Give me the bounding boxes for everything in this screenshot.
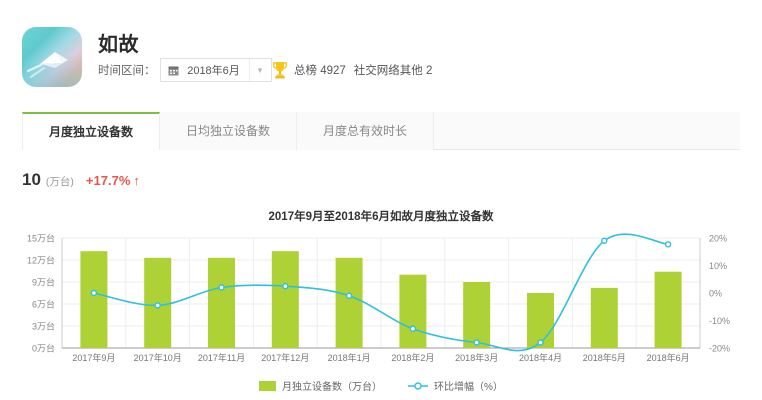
legend-line-swatch [408,381,429,391]
rank-category: 社交网络其他 2 [353,65,433,77]
line-point-6 [473,339,480,346]
line-point-8 [601,237,608,244]
trend-up-arrow-icon: ↑ [133,173,140,188]
svg-text:2018年1月: 2018年1月 [328,352,371,363]
tab-daily-avg-unique-devices[interactable]: 日均独立设备数 [160,112,298,150]
svg-text:2017年10月: 2017年10月 [134,352,182,363]
metric-unit: (万台) [45,176,74,188]
tab-monthly-total-duration[interactable]: 月度总有效时长 [297,112,435,150]
growth-rate-line [93,233,669,352]
svg-text:2018年5月: 2018年5月 [583,352,626,363]
line-point-0 [90,289,98,297]
tabbar-filler [434,112,740,149]
line-point-5 [409,325,417,332]
rank-row: 总榜 4927 社交网络其他 2 [272,58,432,82]
bar-4 [335,257,363,348]
metric-delta: +17.7% [85,173,131,188]
bar-2 [208,257,235,348]
chart-title: 2017年9月至2018年6月如故月度独立设备数 [268,211,494,223]
bar-0 [80,251,108,348]
page-header: 如故 时间区间： 2018年6月 ▼ [0,0,762,110]
rank-text: 总榜 4927 社交网络其他 2 [294,62,432,78]
bar-8 [590,287,618,348]
legend-bar-label: 月独立设备数（万台） [282,382,383,393]
chevron-down-icon[interactable]: ▼ [248,59,271,81]
svg-text:2018年4月: 2018年4月 [519,352,562,363]
bar-9 [654,271,682,348]
svg-text:2018年2月: 2018年2月 [391,352,434,363]
paper-boat-glyph [26,52,68,78]
metric-summary: 10 (万台) +17.7% ↑ [22,170,140,190]
combo-chart[interactable]: 0万台 3万台 6万台 9万台 12万台 15万台 -20% -10% 0% 10% 20% 2017… [0,200,762,375]
page-title: 如故 [98,34,139,56]
svg-text:9万台: 9万台 [32,277,55,288]
legend-line-label: 环比增幅（%） [434,382,503,393]
svg-text:20%: 20% [709,234,727,244]
svg-text:3万台: 3万台 [32,321,55,332]
svg-text:0万台: 0万台 [32,343,55,354]
legend-item-bar[interactable]: 月独立设备数（万台） [259,378,382,393]
svg-text:-10%: -10% [709,316,730,326]
svg-text:15万台: 15万台 [27,233,55,244]
svg-text:-20%: -20% [709,344,730,354]
line-point-7 [537,339,544,346]
trophy-icon [272,61,288,79]
svg-text:2017年9月: 2017年9月 [72,352,115,363]
svg-text:10%: 10% [709,261,727,271]
svg-text:2018年3月: 2018年3月 [455,352,498,363]
bar-7 [527,293,554,348]
bar-5 [399,274,427,348]
line-point-1 [154,302,161,309]
bar-6 [463,282,491,348]
svg-text:2018年6月: 2018年6月 [647,352,690,363]
chart-legend: 月独立设备数（万台） 环比增幅（%） [0,378,762,393]
time-range-value: 2018年6月 [187,65,240,77]
paper-boat-app-icon [22,27,82,87]
line-point-2 [218,284,225,291]
svg-text:12万台: 12万台 [27,255,55,266]
calendar-icon [168,65,179,76]
time-range-label: 时间区间： [98,65,156,77]
rank-overall: 总榜 4927 [294,65,346,77]
bar-3 [271,251,299,348]
svg-text:6万台: 6万台 [32,299,55,310]
metric-value: 10 [22,170,41,189]
legend-item-line[interactable]: 环比增幅（%） [408,378,503,393]
time-range-row: 时间区间： 2018年6月 ▼ [98,58,272,82]
line-point-9 [664,241,672,248]
svg-text:0%: 0% [709,289,722,299]
line-point-4 [345,292,353,299]
svg-text:2017年12月: 2017年12月 [261,352,309,363]
metric-tabbar: 月度独立设备数 日均独立设备数 月度总有效时长 [22,112,740,150]
legend-bar-swatch [259,380,277,391]
chart-container: 2017年9月至2018年6月如故月度独立设备数 0万台 3万台 6万台 9万台 12万… [0,200,762,400]
time-range-select[interactable]: 2018年6月 ▼ [159,58,272,82]
svg-text:2017年11月: 2017年11月 [198,352,245,363]
tab-monthly-unique-devices[interactable]: 月度独立设备数 [22,112,161,150]
line-point-3 [282,282,289,290]
